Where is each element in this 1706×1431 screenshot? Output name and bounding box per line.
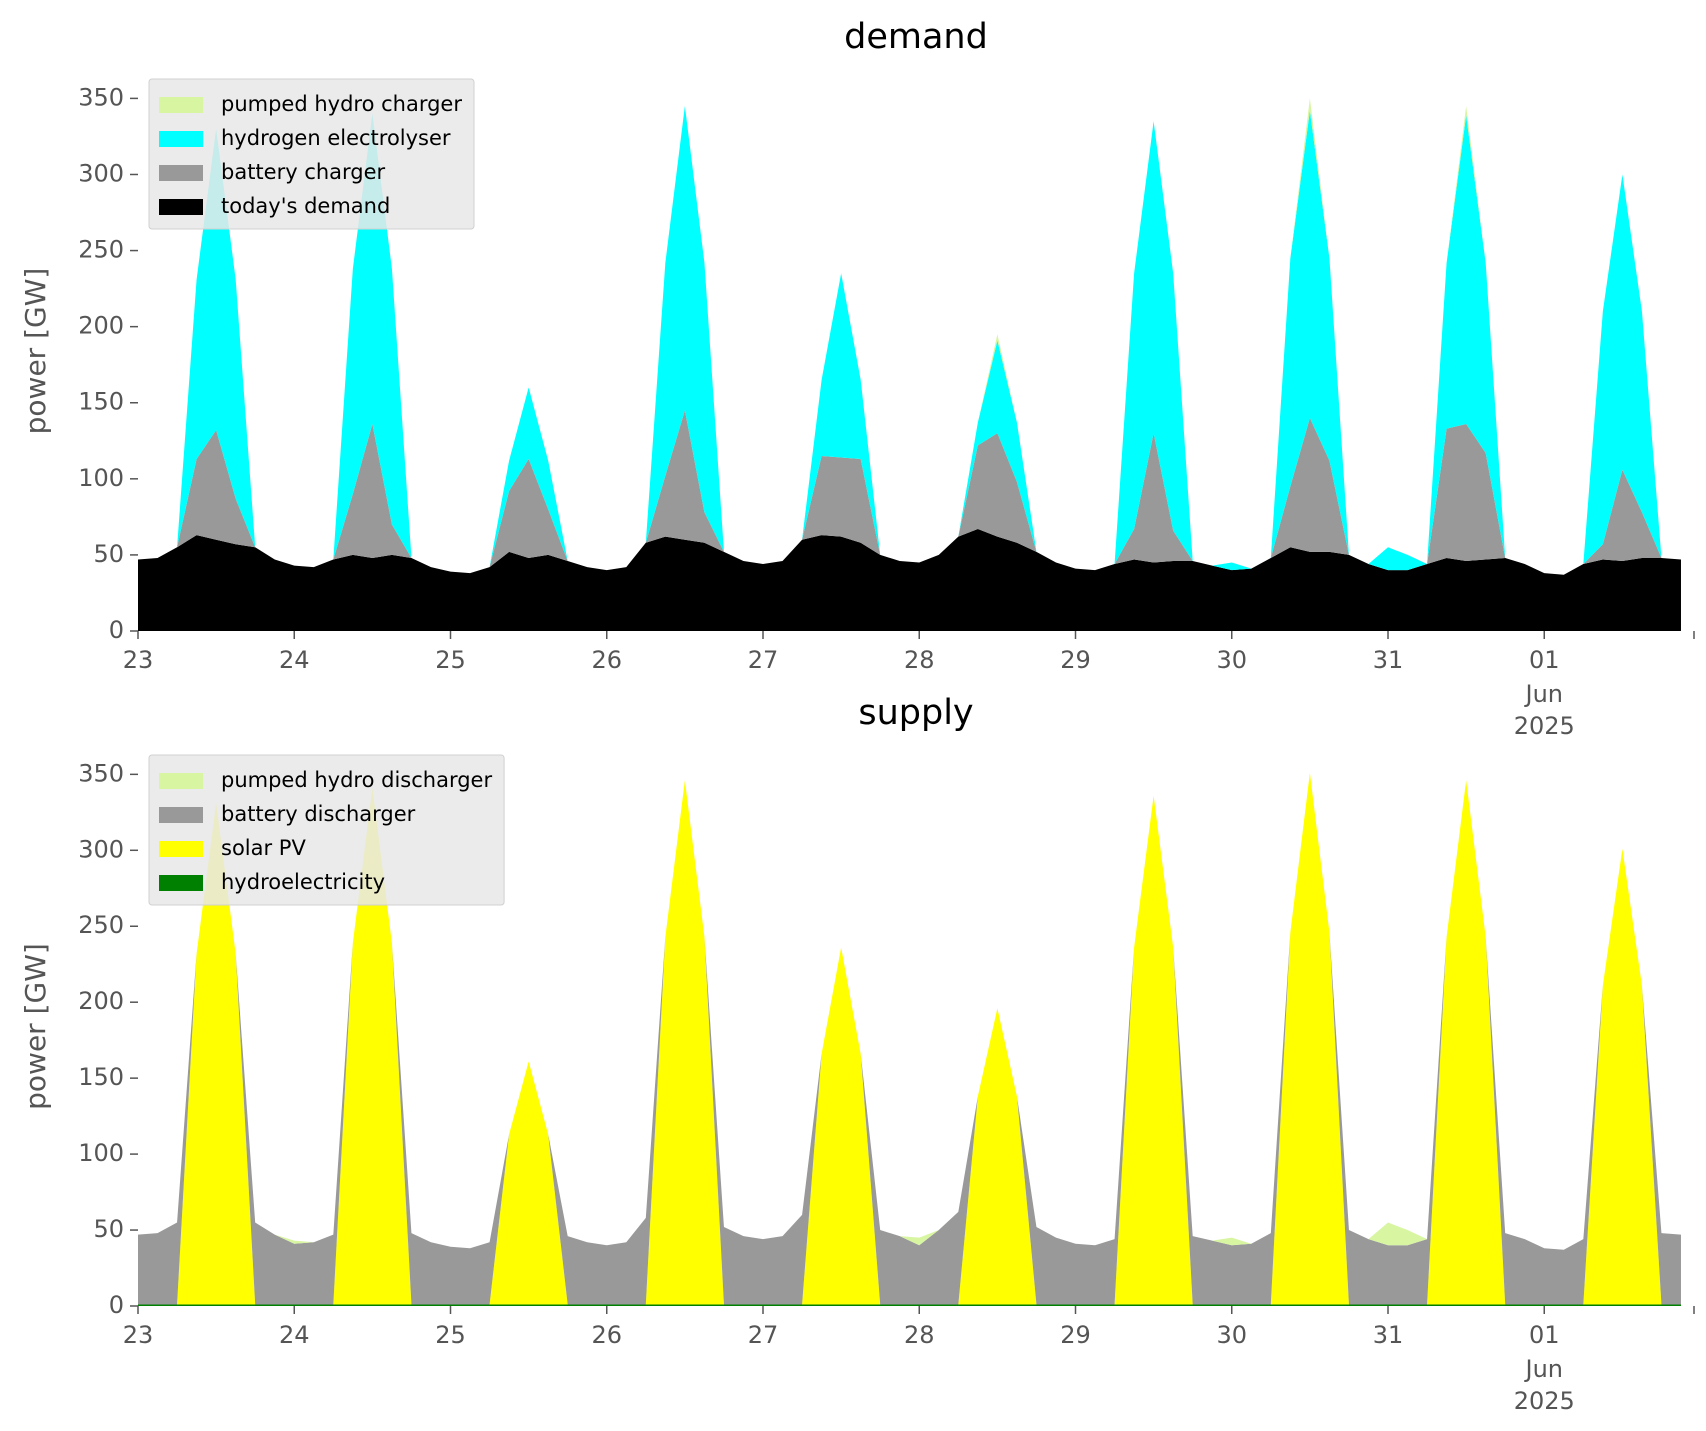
y-tick-label: 150	[78, 1063, 124, 1091]
legend-frame	[148, 754, 505, 906]
legend: pumped hydro charger hydrogen electrolyse…	[148, 78, 475, 230]
x-tick-label: 31	[1373, 1321, 1404, 1349]
y-tick-label: 350	[78, 759, 124, 787]
y-tick-label: 100	[78, 464, 124, 492]
y-tick-label: 250	[78, 236, 124, 264]
legend-label: battery discharger	[221, 802, 416, 826]
y-tick-label: 350	[78, 83, 124, 111]
chart-title: supply	[858, 693, 973, 733]
legend-swatch	[159, 807, 203, 823]
x-tick-label: 28	[904, 1321, 935, 1349]
x-tick-label: 25	[435, 1321, 466, 1349]
x-tick-label: 29	[1060, 1321, 1091, 1349]
y-tick-label: 50	[93, 1215, 124, 1243]
x-tick-label: 29	[1060, 646, 1091, 674]
y-tick-label: 250	[78, 911, 124, 939]
legend-swatch	[159, 199, 203, 215]
legend: pumped hydro discharger battery discharge…	[148, 754, 505, 906]
legend-frame	[148, 78, 475, 230]
plot	[138, 98, 1681, 631]
legend-label: battery charger	[221, 160, 386, 184]
legend-swatch	[159, 875, 203, 891]
area	[138, 1304, 1681, 1306]
chart-title: demand	[844, 17, 988, 57]
x-tick-label: 27	[748, 646, 779, 674]
y-tick-label: 300	[78, 159, 124, 187]
x-tick-label: 25	[435, 646, 466, 674]
legend-swatch	[159, 131, 203, 147]
x-offset-label: Jun	[1524, 680, 1564, 708]
legend-label: hydrogen electrolyser	[221, 126, 451, 150]
x-offset-label: Jun	[1524, 1355, 1564, 1383]
x-tick-label: 26	[591, 1321, 622, 1349]
legend-label: today's demand	[221, 194, 390, 218]
legend-label: solar PV	[221, 836, 306, 860]
x-tick-label: 30	[1216, 646, 1247, 674]
legend-swatch	[159, 773, 203, 789]
y-tick-label: 100	[78, 1139, 124, 1167]
x-tick-label: 31	[1373, 646, 1404, 674]
area	[138, 529, 1681, 631]
y-tick-label: 150	[78, 388, 124, 416]
y-tick-label: 300	[78, 835, 124, 863]
legend-swatch	[159, 841, 203, 857]
y-axis-label: power [GW]	[19, 268, 52, 435]
y-axis-label: power [GW]	[19, 943, 52, 1110]
legend-swatch	[159, 165, 203, 181]
x-tick-label: 30	[1216, 1321, 1247, 1349]
area	[138, 772, 1681, 1305]
x-tick-label: 26	[591, 646, 622, 674]
x-tick-label: 01	[1529, 646, 1560, 674]
x-tick-label: 23	[123, 1321, 154, 1349]
x-tick-label: 24	[279, 646, 310, 674]
area	[138, 410, 1681, 575]
area	[138, 772, 1681, 1305]
y-tick-label: 200	[78, 987, 124, 1015]
legend-label: pumped hydro charger	[221, 92, 462, 116]
legend-label: pumped hydro discharger	[221, 768, 492, 792]
x-tick-label: 27	[748, 1321, 779, 1349]
x-offset-label: 2025	[1514, 1387, 1575, 1415]
y-tick-label: 0	[109, 1291, 124, 1319]
x-tick-label: 01	[1529, 1321, 1560, 1349]
legend-swatch	[159, 97, 203, 113]
plot	[138, 772, 1681, 1306]
y-tick-label: 50	[93, 540, 124, 568]
x-tick-label: 24	[279, 1321, 310, 1349]
area	[138, 106, 1681, 575]
x-tick-label: 23	[123, 646, 154, 674]
x-tick-label: 28	[904, 646, 935, 674]
legend-label: hydroelectricity	[221, 870, 385, 894]
y-tick-label: 200	[78, 312, 124, 340]
y-tick-label: 0	[109, 616, 124, 644]
x-offset-label: 2025	[1514, 712, 1575, 740]
